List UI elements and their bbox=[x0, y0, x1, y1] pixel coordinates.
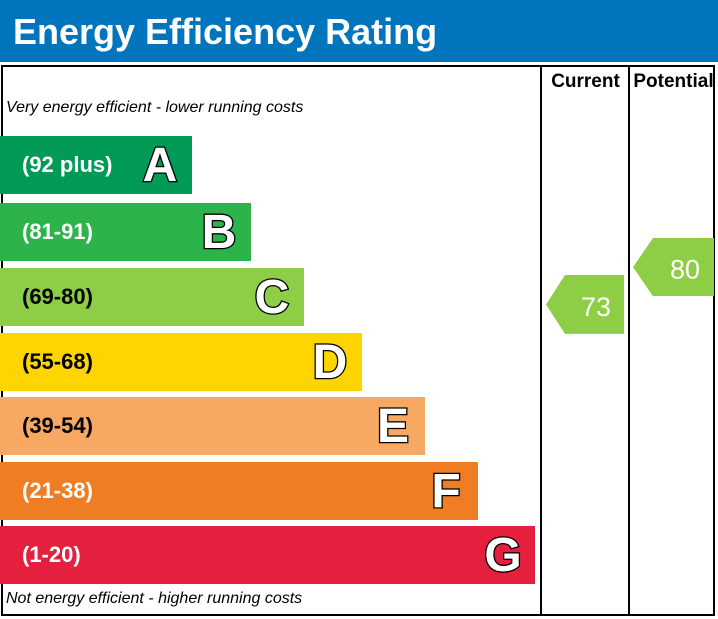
svg-text:C: C bbox=[255, 271, 290, 324]
svg-text:F: F bbox=[431, 465, 460, 518]
svg-text:D: D bbox=[313, 336, 348, 389]
svg-text:E: E bbox=[377, 400, 409, 453]
svg-text:80: 80 bbox=[670, 254, 700, 284]
svg-text:G: G bbox=[484, 529, 521, 582]
svg-text:73: 73 bbox=[581, 292, 611, 322]
svg-text:A: A bbox=[143, 139, 178, 192]
svg-text:B: B bbox=[202, 206, 237, 259]
